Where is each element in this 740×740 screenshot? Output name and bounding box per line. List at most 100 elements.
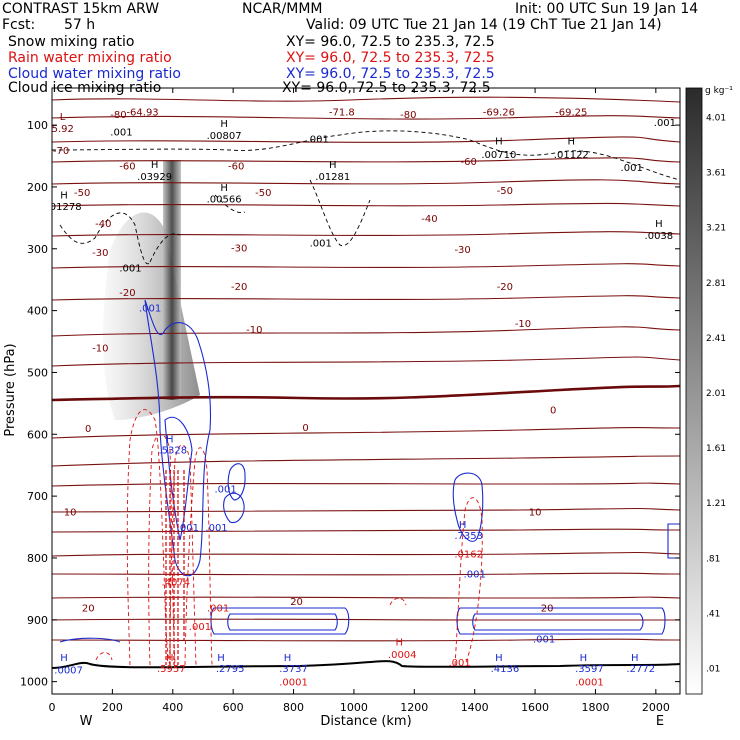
isotherm-label: 0 xyxy=(550,406,556,417)
colorbar-level-label: .81 xyxy=(706,554,720,564)
rain-water-contours xyxy=(95,409,483,666)
isotherm-label: -50 xyxy=(74,188,90,199)
colorbar-level-label: .01 xyxy=(706,664,720,674)
cloud-water-contour xyxy=(227,613,338,631)
plot-frame xyxy=(51,87,681,695)
field-snow-xy: XY= 96.0, 72.5 to 235.3, 72.5 xyxy=(286,34,495,50)
colorbar-level-label: 2.01 xyxy=(706,389,726,399)
y-tick-label: 500 xyxy=(27,366,48,379)
x-tick-label: 1000 xyxy=(340,701,368,714)
isotherm-label: -10 xyxy=(92,344,108,355)
y-tick-label: 400 xyxy=(27,305,48,318)
isotherm-label: -20 xyxy=(119,288,135,299)
y-tick-label: 600 xyxy=(27,428,48,441)
contour-annotation: .0004 xyxy=(388,650,417,661)
isotherm xyxy=(52,638,680,642)
snow-plume-shading xyxy=(103,212,200,420)
isotherm xyxy=(52,618,680,621)
contour-field: -64.93 -71.8 -69.26 -69.25L85.92.001H.00807… xyxy=(47,96,680,689)
contour-annotation: .4074 xyxy=(161,577,190,588)
y-tick-label: 900 xyxy=(27,614,48,627)
cloud-ice-contour xyxy=(52,130,680,265)
field-cloudwater-name: Cloud water mixing ratio xyxy=(8,66,181,82)
colorbar-level-label: 3.21 xyxy=(706,224,726,234)
field-rain-name: Rain water mixing ratio xyxy=(8,50,172,66)
center-name: NCAR/MMM xyxy=(242,1,323,17)
contour-annotation: .00566 xyxy=(207,195,242,206)
contour-annotation: .5957 xyxy=(157,664,186,675)
rain-water-contour xyxy=(95,652,113,661)
contour-annotation: H xyxy=(459,520,467,531)
colorbar-level-label: 2.81 xyxy=(706,279,726,289)
colorbar: g kg⁻¹ .01 .41 .81 1.21 1.61 2.01 2.41 2.81 3.21… xyxy=(685,86,733,695)
isotherm-label: -70 xyxy=(53,146,69,157)
isotherm-label: -30 xyxy=(231,244,247,255)
isotherm-labels: -80 -80 -70 -60 -60 -60 -50 -50 -50 -40 -40 -30 -30 -… xyxy=(53,110,556,614)
y-tick-label: 300 xyxy=(27,243,48,256)
contour-annotation: .5328 xyxy=(158,446,187,457)
x-tick-label: 1400 xyxy=(461,701,489,714)
isotherm-label: -30 xyxy=(92,248,108,259)
rain-water-contour xyxy=(148,433,176,666)
rain-water-contour xyxy=(169,444,197,666)
contour-annotation: H xyxy=(60,190,68,201)
contour-annotation: L xyxy=(60,112,66,123)
x-tick-label: 1200 xyxy=(400,701,428,714)
isotherm xyxy=(52,572,680,576)
terrain-surface xyxy=(52,660,680,669)
contour-annotations: -64.93 -71.8 -69.26 -69.25L85.92.001H.00807… xyxy=(47,107,676,689)
x-tick-label: 1800 xyxy=(581,701,609,714)
isotherm-label: -40 xyxy=(95,219,111,230)
isotherm-label: -40 xyxy=(421,214,437,225)
contour-annotation: .001 xyxy=(119,263,141,274)
contour-annotation: .001 xyxy=(189,622,211,633)
contour-annotation: .3597 xyxy=(575,664,604,675)
x-tick-label: 600 xyxy=(223,701,244,714)
model-title: CONTRAST 15km ARW xyxy=(2,1,160,17)
isotherm-label: -20 xyxy=(497,282,513,293)
contour-annotation: H xyxy=(655,219,663,230)
contour-annotation: .2795 xyxy=(216,664,245,675)
contour-annotation: H xyxy=(217,653,225,664)
contour-annotation: H xyxy=(284,653,292,664)
isotherm-label: -20 xyxy=(231,282,247,293)
contour-annotation: H xyxy=(568,137,576,148)
x-tick-label: 0 xyxy=(49,701,56,714)
rain-water-contour xyxy=(184,447,213,666)
valid-time: Valid: 09 UTC Tue 21 Jan 14 (19 ChT Tue … xyxy=(306,17,662,33)
isotherm-label: -50 xyxy=(255,188,271,199)
contour-annotation: .001 xyxy=(621,163,643,174)
isotherm-label: -80 xyxy=(400,110,416,121)
contour-annotation: .3737 xyxy=(279,664,308,675)
cloud-water-contour xyxy=(210,607,350,635)
field-snow-name: Snow mixing ratio xyxy=(8,34,135,50)
contour-annotation: .0001 xyxy=(575,678,604,689)
isotherm-lines xyxy=(52,96,680,642)
contour-annotation: .00710 xyxy=(481,150,516,161)
contour-annotation: .001 xyxy=(448,658,470,669)
isotherm xyxy=(52,455,680,467)
contour-annotation: .001 xyxy=(207,603,229,614)
contour-annotation: H xyxy=(631,653,639,664)
contour-annotation: .001 xyxy=(139,304,161,315)
isotherm xyxy=(52,482,680,487)
contour-annotation: .01278 xyxy=(47,202,82,213)
isotherm xyxy=(52,179,680,185)
x-tick-label: 800 xyxy=(283,701,304,714)
forecast-hours: 57 h xyxy=(64,17,96,33)
isotherm-label: 20 xyxy=(541,603,554,614)
contour-annotation: .001 xyxy=(464,569,486,580)
cloud-water-contour xyxy=(144,299,212,577)
x-tick-label: 200 xyxy=(102,701,123,714)
contour-annotation: -64.93 xyxy=(126,107,158,118)
contour-annotation: H xyxy=(395,637,403,648)
isotherm xyxy=(52,426,680,439)
contour-annotation: .001 xyxy=(310,239,332,250)
forecast-label: Fcst: xyxy=(2,17,36,33)
x-tick-label: 1600 xyxy=(521,701,549,714)
contour-annotation: .03929 xyxy=(137,172,172,183)
field-cloudwater-xy: XY= 96.0, 72.5 to 235.3, 72.5 xyxy=(286,66,495,82)
isotherm xyxy=(52,551,680,557)
